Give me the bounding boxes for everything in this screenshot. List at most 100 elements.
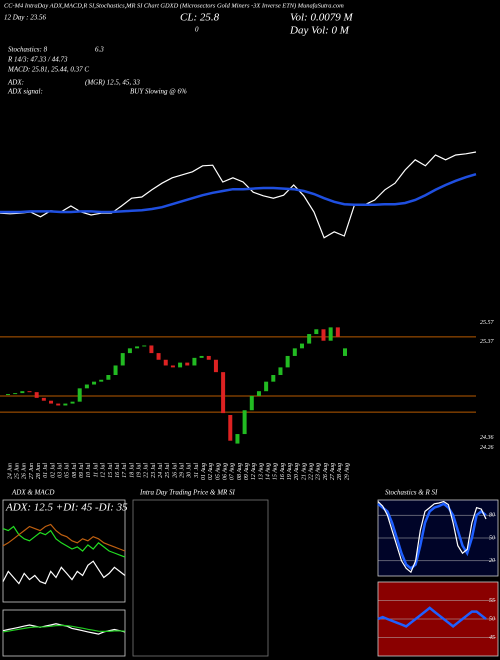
candle-body [135, 346, 140, 349]
x-tick-label: 24 Jul [157, 463, 164, 478]
candle-body [56, 403, 61, 406]
series-line [377, 500, 487, 574]
x-tick-label: 12 Jul [101, 463, 107, 478]
candle-body [84, 384, 89, 389]
candle-body [156, 353, 161, 360]
adx-signal-value: BUY Slowing @ 6% [130, 88, 187, 96]
adx-value: (MGR) 12.5, 45, 33 [85, 79, 140, 87]
candle-body [142, 345, 147, 347]
x-tick-label: 15 Aug [273, 463, 279, 480]
volume: Vol: 0.0079 M [290, 12, 353, 24]
candle-body [299, 343, 304, 349]
candle-body [170, 365, 175, 368]
stochastics-value: 6.3 [95, 46, 104, 54]
close: CL: 25.8 [180, 12, 220, 24]
candle-body [63, 403, 68, 406]
x-tick-label: 19 Aug [287, 463, 293, 480]
x-tick-label: 07 Aug [230, 463, 236, 480]
macd: MACD: 25.81, 25.44, 0.37 C [7, 66, 89, 74]
x-tick-label: 24 Jun [6, 463, 13, 479]
panel-title: Intra Day Trading Price & MR SI [139, 489, 236, 497]
x-tick-label: 03 Jul [58, 463, 64, 478]
x-tick-label: 25 Jul [165, 463, 171, 478]
candle-body [213, 359, 218, 373]
candle-body [278, 367, 283, 375]
series-line [377, 502, 487, 571]
y-tick-label: 25.37 [480, 339, 495, 345]
x-tick-label: 08 Jul [72, 463, 78, 478]
day-range: 12 Day : 23.56 [4, 14, 46, 22]
candle-body [192, 357, 197, 366]
candle-body [221, 372, 226, 414]
candle-body [20, 391, 25, 394]
candle-body [163, 359, 168, 366]
x-tick-label: 26 Aug [323, 463, 329, 480]
candle-body [285, 355, 290, 368]
y-tick-label: 25.57 [480, 320, 495, 326]
panel-title: ADX & MACD [11, 489, 54, 497]
candle-body [321, 329, 326, 341]
panel-frame [132, 499, 269, 657]
adx-signal: ADX signal: [7, 88, 43, 96]
day-volume: Day Vol: 0 M [289, 25, 350, 37]
x-tick-label: 31 Jul [194, 463, 200, 479]
change: 0 [195, 26, 199, 34]
candle-body [199, 355, 204, 358]
x-tick-label: 05 Jul [65, 463, 71, 478]
page-title: CC-M4 IntraDay ADX,MACD,R SI,Stochastics… [4, 2, 344, 9]
candle-body [343, 348, 347, 356]
candle-body [113, 365, 118, 375]
candle-body [34, 392, 39, 398]
x-tick-label: 25 Jun [15, 463, 21, 479]
x-tick-label: 10 Jul [86, 463, 92, 478]
series-line [2, 523, 126, 552]
candle-body [92, 381, 97, 385]
panel-annotation: ADX: 12.5 +DI: 45 -DI: 35 [5, 502, 128, 514]
series-line [2, 525, 126, 558]
x-tick-label: 09 Jul [79, 463, 85, 478]
x-tick-label: 16 Aug [280, 463, 286, 480]
candle-body [314, 329, 319, 335]
x-tick-label: 28 Jun [36, 463, 42, 479]
stochastics: Stochastics: 8 [8, 46, 48, 54]
x-tick-label: 22 Jul [144, 463, 150, 478]
candle-body [206, 355, 211, 360]
adx: ADX: [7, 79, 24, 87]
candle-body [264, 381, 269, 392]
candle-body [271, 375, 276, 382]
x-tick-label: 01 Jul [43, 463, 49, 478]
candle-body [27, 391, 32, 393]
candle-body [106, 375, 111, 380]
x-tick-label: 19 Jul [136, 463, 142, 478]
y-tick-label: 20 [489, 558, 495, 564]
candle-body [99, 379, 104, 382]
candle-body [249, 395, 254, 411]
y-tick-label: 50 [489, 535, 495, 541]
candle-body [41, 397, 46, 401]
x-tick-label: 11 Jul [93, 463, 99, 478]
candle-body [120, 353, 125, 366]
x-tick-label: 29 Jul [179, 463, 185, 478]
y-tick-label: 50 [489, 616, 495, 622]
series-line [377, 606, 487, 628]
panel-frame [2, 609, 126, 657]
candle-body [77, 388, 82, 402]
candle-body [70, 401, 75, 404]
candle-body [307, 334, 312, 344]
candle-body [127, 348, 132, 354]
candle-body [13, 393, 18, 395]
candle-body [256, 391, 261, 396]
x-tick-label: 18 Jul [129, 463, 135, 478]
y-tick-label: 80 [489, 513, 495, 519]
x-tick-label: 02 Jul [50, 463, 56, 478]
candle-body [149, 345, 154, 354]
candle-body [6, 394, 10, 396]
candle-body [242, 410, 247, 435]
candle-body [185, 362, 190, 366]
series-line [0, 173, 477, 214]
x-tick-label: 06 Aug [222, 463, 228, 480]
x-tick-label: 01 Aug [201, 463, 207, 480]
candle-body [49, 400, 54, 404]
x-tick-label: 09 Aug [244, 463, 250, 480]
